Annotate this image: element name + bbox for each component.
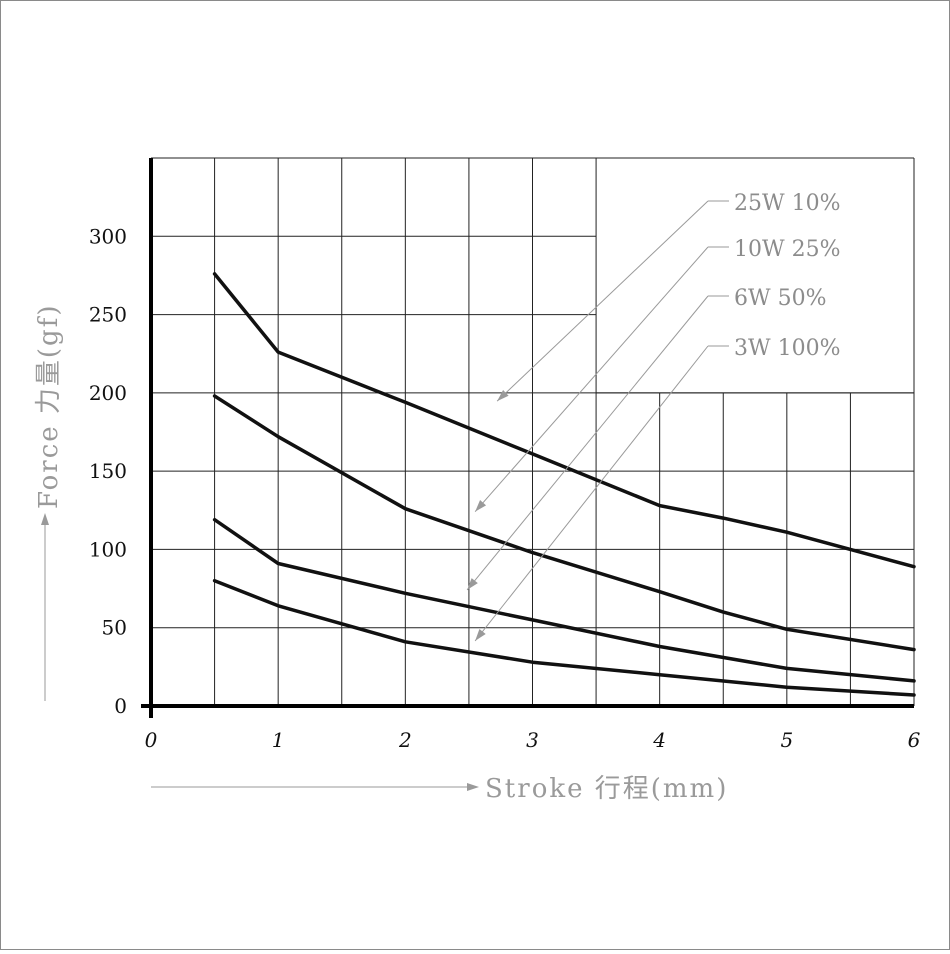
legend-arrowhead <box>475 500 487 512</box>
y-axis-title: Force 力量(gf) <box>34 304 64 509</box>
series-line <box>212 272 916 569</box>
legend-arrowhead <box>497 390 509 402</box>
x-tick-label: 6 <box>908 728 921 752</box>
series-line <box>212 578 916 697</box>
y-tick-label: 250 <box>89 303 127 327</box>
legend-label: 25W 10% <box>734 191 841 216</box>
y-tick-label: 0 <box>114 694 127 718</box>
x-axis-arrow-head <box>467 783 479 791</box>
x-tick-label: 5 <box>780 728 793 752</box>
legend-arrowhead <box>475 628 486 641</box>
legend-leader-line <box>474 246 709 513</box>
x-tick-label: 3 <box>526 728 539 752</box>
legend-arrowhead <box>467 578 478 590</box>
legend-label: 10W 25% <box>734 237 841 262</box>
legend: 25W 10% 10W 25% 6W 50% 3W 100% <box>466 191 841 642</box>
legend-leader-line <box>474 345 709 642</box>
series-lines <box>212 272 916 697</box>
y-tick-label: 200 <box>89 381 127 405</box>
legend-label: 3W 100% <box>734 336 841 361</box>
x-tick-label: 2 <box>398 728 412 752</box>
legend-leader-line <box>466 295 709 591</box>
y-tick-label: 300 <box>89 224 127 248</box>
y-axis-arrow-head <box>41 513 49 525</box>
x-axis-title: Stroke 行程(mm) <box>485 774 728 804</box>
series-line <box>212 394 916 652</box>
axes <box>141 158 914 718</box>
legend-leader-line <box>496 200 709 402</box>
x-axis-title-group: Stroke 行程(mm) <box>151 774 728 804</box>
y-axis-title-group: Force 力量(gf) <box>34 304 64 701</box>
y-tick-label: 50 <box>102 616 127 640</box>
series-line <box>212 517 916 683</box>
x-tick-label: 1 <box>272 728 285 752</box>
x-tick-label: 0 <box>145 728 158 752</box>
tick-labels: 0 50 100 150 200 250 300 0 1 2 3 4 5 6 <box>89 224 921 752</box>
x-tick-label: 4 <box>652 728 666 752</box>
y-tick-label: 100 <box>89 537 127 561</box>
legend-label: 6W 50% <box>734 286 827 311</box>
y-tick-label: 150 <box>89 459 127 483</box>
